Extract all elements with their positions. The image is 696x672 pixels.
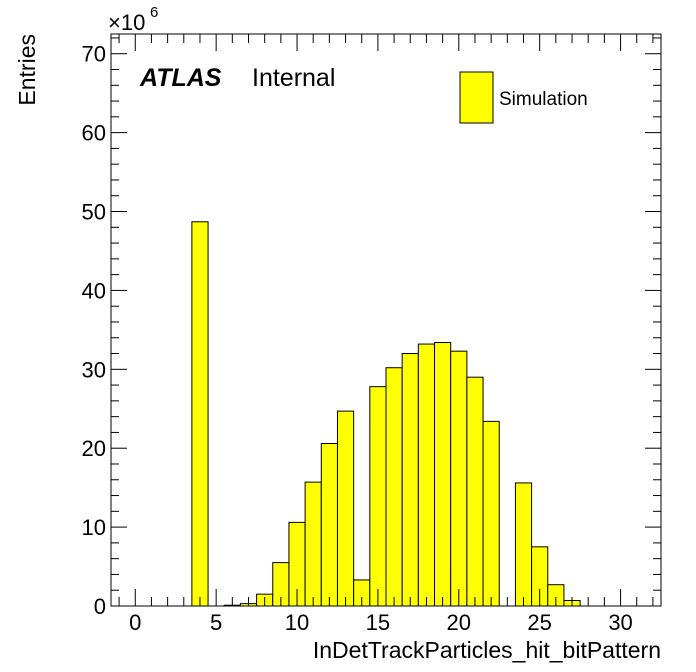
x-tick-label: 20 [447, 610, 471, 635]
y-tick-label: 10 [82, 515, 106, 540]
x-tick-label: 25 [527, 610, 551, 635]
axis-ticks [111, 34, 661, 607]
histogram-bars [191, 221, 581, 607]
y-tick-labels: 0 10 20 30 40 50 60 70 [82, 42, 106, 619]
x-tick-label: 5 [210, 610, 222, 635]
y-tick-label: 20 [82, 436, 106, 461]
histogram-bar [191, 221, 209, 607]
y-tick-label: 30 [82, 357, 106, 382]
y-axis-title: Entries [14, 34, 40, 106]
y-tick-label: 0 [94, 594, 106, 619]
x-tick-label: 10 [285, 610, 309, 635]
histogram-bar [466, 376, 484, 607]
y-tick-label: 50 [82, 200, 106, 225]
histogram-bar [385, 367, 403, 607]
x-axis-title: InDetTrackParticles_hit_bitPattern [313, 637, 661, 663]
atlas-label-bold: ATLAS [139, 64, 222, 92]
y-multiplier-base: ×10 [108, 10, 145, 35]
histogram-bar [369, 386, 387, 607]
atlas-label: ATLAS Internal [139, 64, 335, 92]
histogram-bar [401, 353, 419, 607]
y-tick-label: 40 [82, 278, 106, 303]
y-tick-label: 60 [82, 121, 106, 146]
y-multiplier: ×10 6 [108, 4, 158, 35]
histogram-bar [450, 350, 468, 607]
x-tick-label: 0 [129, 610, 141, 635]
x-tick-label: 15 [366, 610, 390, 635]
histogram-bar [304, 481, 322, 607]
histogram-bar [434, 341, 452, 607]
histogram-bar [482, 420, 500, 607]
histogram-bar [336, 410, 355, 607]
y-multiplier-exponent: 6 [150, 4, 158, 21]
atlas-label-internal: Internal [252, 64, 335, 92]
y-tick-label: 70 [82, 42, 106, 67]
x-tick-label: 30 [608, 610, 632, 635]
legend: Simulation [459, 71, 588, 124]
legend-label-simulation: Simulation [499, 89, 588, 110]
histogram-bar [514, 482, 533, 607]
x-tick-labels: 0 5 10 15 20 25 30 [129, 610, 633, 635]
plot-frame [110, 33, 662, 607]
legend-swatch-simulation [459, 71, 494, 124]
histogram-bar [417, 343, 436, 607]
histogram-bar [320, 442, 338, 607]
